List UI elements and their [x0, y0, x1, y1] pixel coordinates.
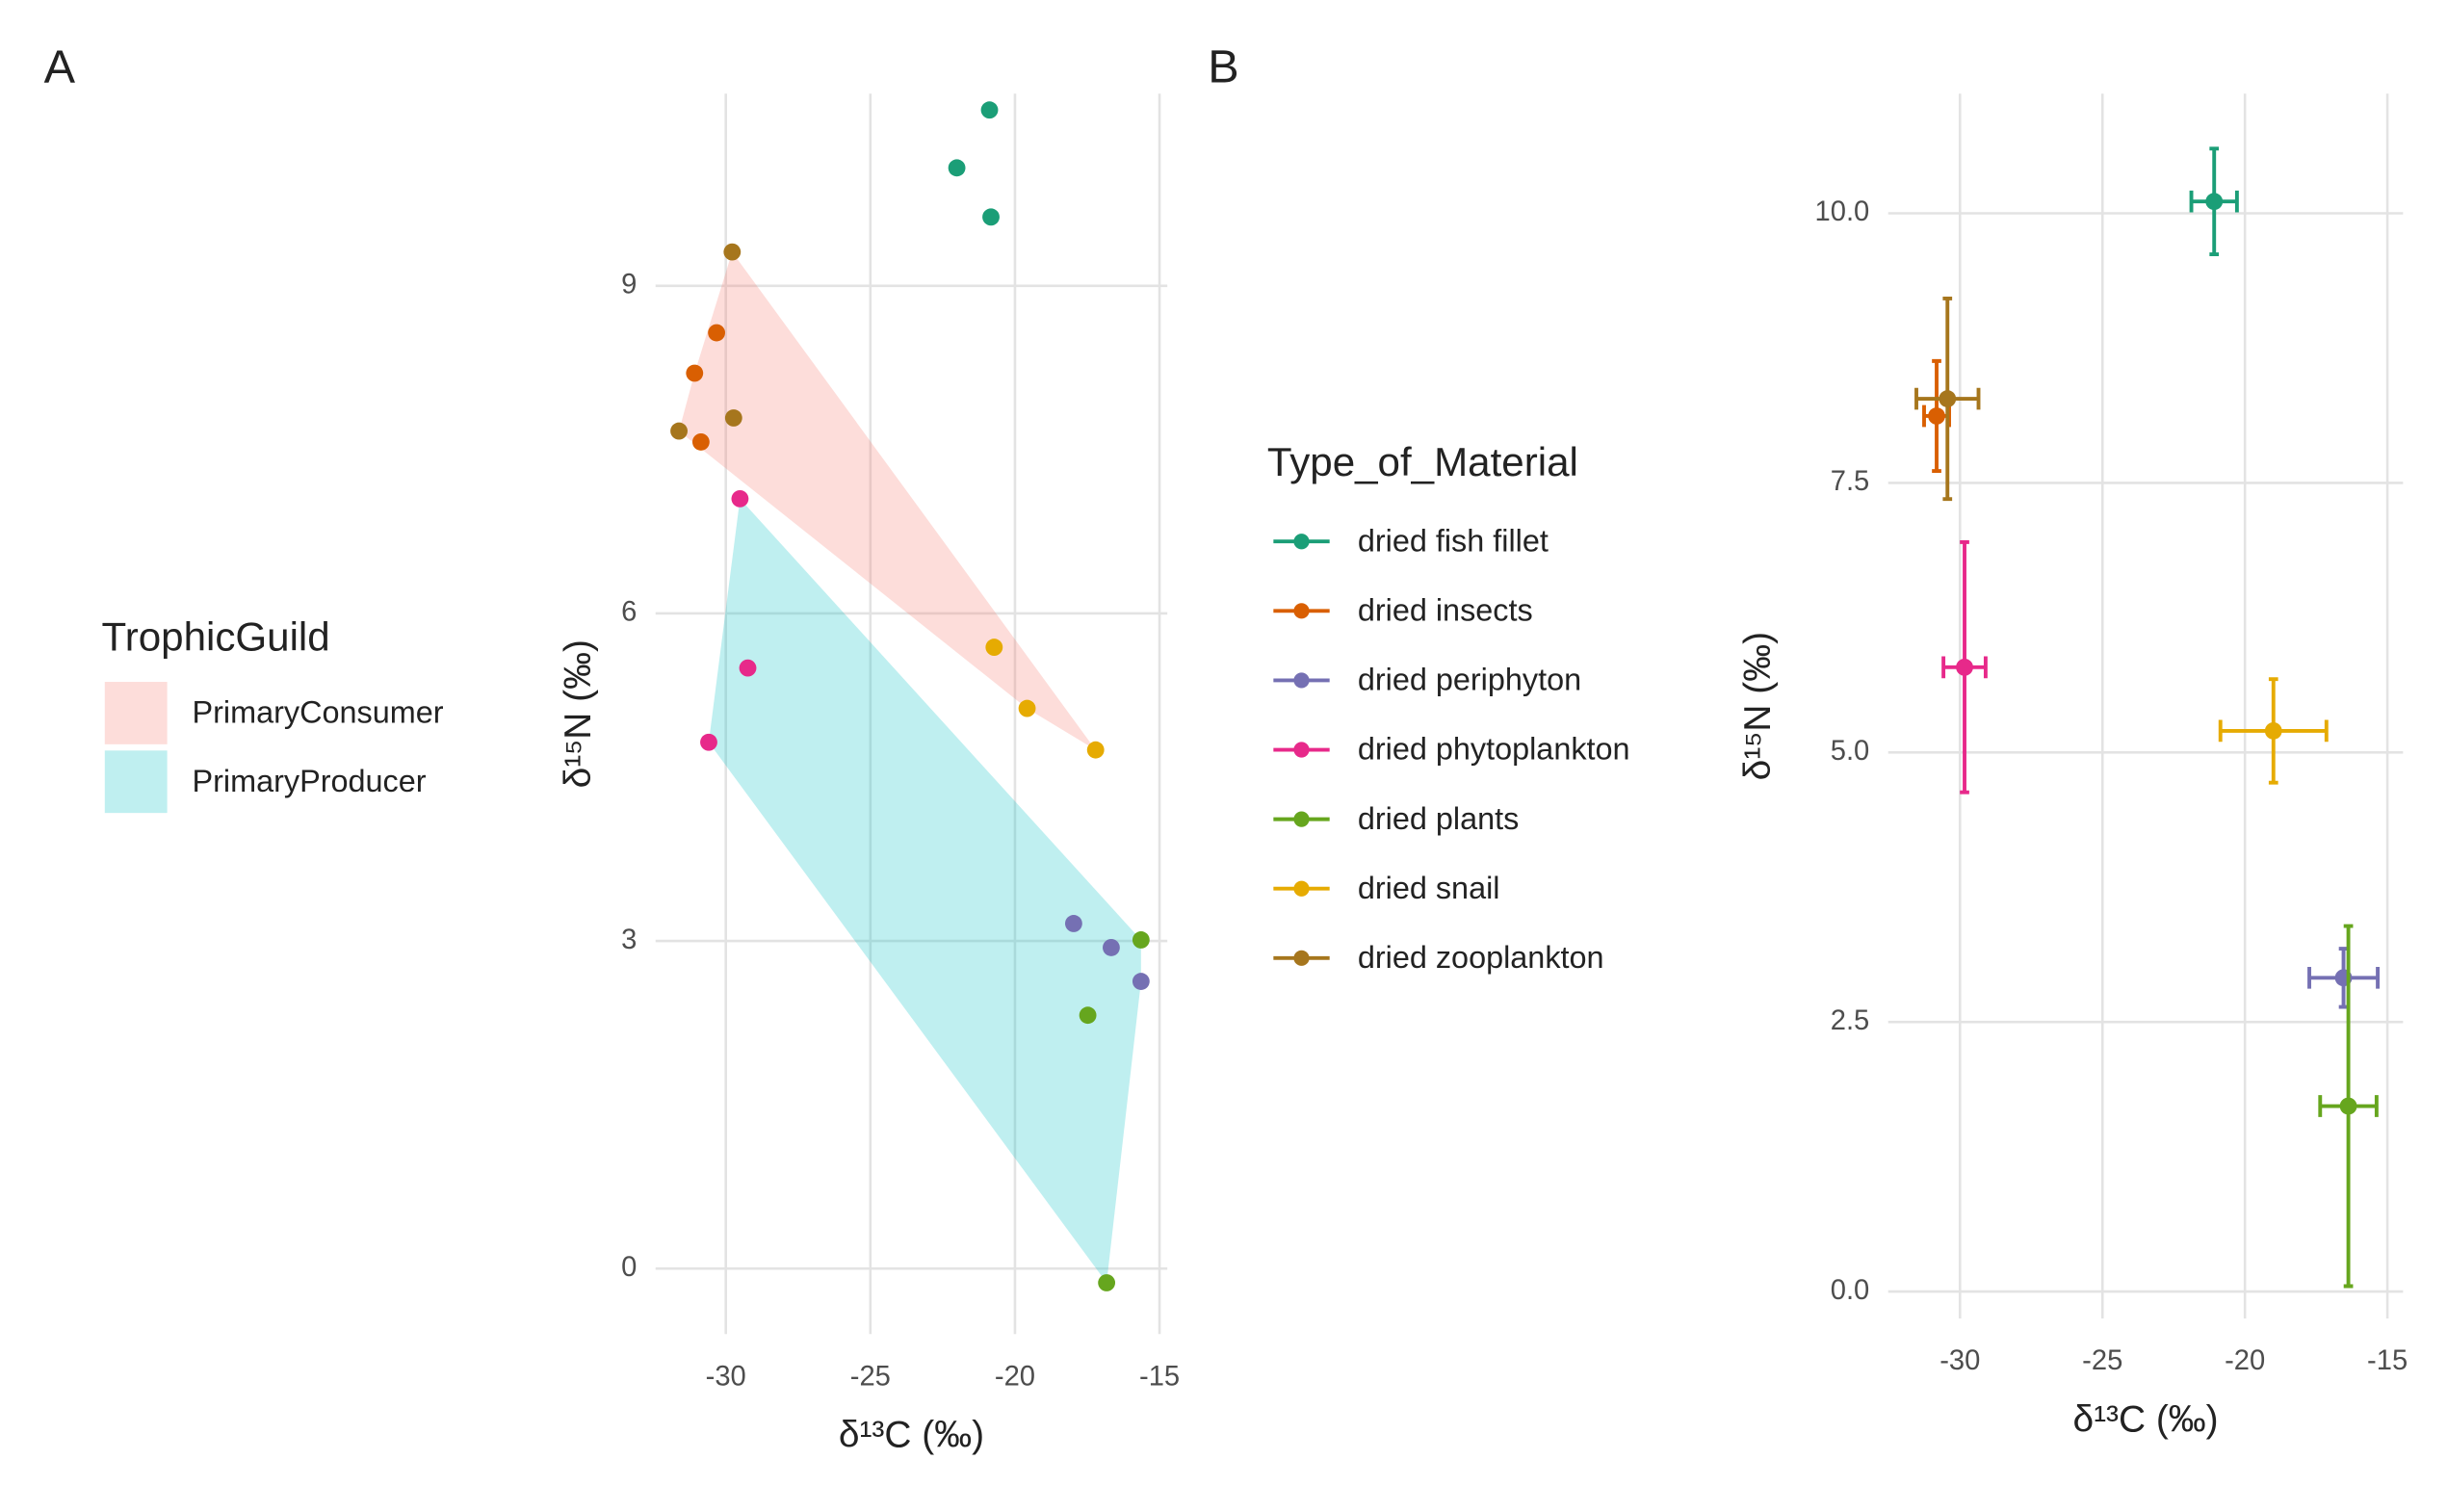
- legend-key: [1293, 811, 1310, 827]
- hull: [708, 498, 1141, 1284]
- x-tick-label: -20: [995, 1361, 1035, 1392]
- point: [2339, 1097, 2357, 1115]
- legend-key: [1293, 880, 1310, 897]
- x-axis-title: δ¹³C (‰): [2072, 1398, 2218, 1440]
- legend-label: PrimaryConsumer: [193, 695, 444, 730]
- y-tick-label: 5.0: [1831, 736, 1870, 767]
- point: [2205, 193, 2224, 211]
- y-tick-label: 9: [621, 269, 637, 300]
- point: [691, 433, 710, 451]
- point: [980, 101, 999, 119]
- y-tick-label: 6: [621, 597, 637, 628]
- point: [724, 409, 742, 427]
- panel-label: B: [1208, 41, 1238, 93]
- point: [700, 733, 717, 751]
- x-tick-label: -30: [1939, 1345, 1980, 1376]
- point: [1132, 931, 1150, 949]
- legend-label: dried zooplankton: [1358, 940, 1604, 975]
- x-tick-label: -15: [2367, 1345, 2408, 1376]
- legend-title: Type_of_Material: [1267, 439, 1578, 484]
- point: [1132, 973, 1150, 990]
- y-tick-label: 0.0: [1831, 1275, 1870, 1306]
- point: [670, 422, 688, 440]
- point: [1086, 741, 1105, 759]
- y-tick-label: 2.5: [1831, 1005, 1870, 1036]
- point: [1939, 390, 1957, 407]
- x-axis-title: δ¹³C (‰): [839, 1414, 984, 1455]
- point: [1956, 658, 1973, 676]
- legend-label: PrimaryProducer: [193, 764, 427, 798]
- y-tick-label: 0: [621, 1252, 637, 1283]
- point: [1079, 1006, 1097, 1025]
- x-tick-label: -20: [2225, 1345, 2265, 1376]
- x-tick-label: -30: [706, 1361, 746, 1392]
- legend-key: [1293, 603, 1310, 619]
- legend-key: [1293, 742, 1310, 758]
- point: [739, 659, 757, 677]
- x-tick-label: -25: [2082, 1345, 2122, 1376]
- point: [2264, 721, 2282, 740]
- legend-label: dried phytoplankton: [1358, 732, 1630, 767]
- point: [1064, 915, 1082, 932]
- point: [982, 208, 1000, 226]
- x-tick-label: -15: [1139, 1361, 1180, 1392]
- point: [731, 489, 749, 508]
- point: [948, 159, 966, 177]
- point: [985, 639, 1003, 656]
- point: [1928, 407, 1945, 425]
- legend-key: [104, 682, 168, 744]
- legend-label: dried insects: [1358, 593, 1533, 628]
- point: [723, 243, 742, 261]
- panel-label: A: [44, 41, 76, 93]
- point: [686, 364, 704, 382]
- y-tick-label: 3: [621, 925, 637, 955]
- legend-label: dried snail: [1358, 871, 1500, 905]
- legend-key: [1293, 534, 1310, 550]
- legend-label: dried periphyton: [1358, 663, 1581, 697]
- point: [1018, 699, 1036, 717]
- y-tick-label: 7.5: [1831, 466, 1870, 497]
- y-axis-title: δ¹⁵N (‰): [558, 639, 599, 788]
- hull: [679, 251, 1096, 750]
- legend-key: [104, 750, 168, 814]
- y-axis-title: δ¹⁵N (‰): [1737, 632, 1779, 780]
- point: [1098, 1274, 1116, 1291]
- y-tick-label: 10.0: [1815, 196, 1870, 227]
- x-tick-label: -25: [850, 1361, 891, 1392]
- legend-key: [1293, 950, 1310, 966]
- point: [708, 324, 726, 342]
- legend-title: TrophicGuild: [102, 613, 330, 659]
- legend-label: dried fish fillet: [1358, 523, 1549, 558]
- legend-key: [1293, 672, 1310, 689]
- legend-label: dried plants: [1358, 801, 1519, 836]
- point: [1103, 938, 1120, 956]
